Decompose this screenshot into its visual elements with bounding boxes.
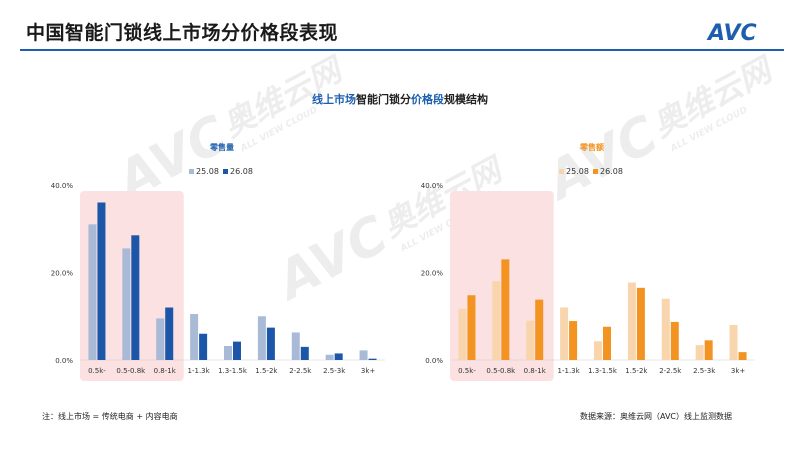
bar — [603, 326, 611, 360]
bar — [636, 287, 645, 360]
subtitle-part-3: 价格段 — [411, 93, 444, 106]
legend-label: 25.08 — [566, 167, 589, 176]
bar — [122, 248, 131, 360]
bar — [97, 202, 106, 360]
subtitle-part-4: 规模结构 — [444, 93, 488, 106]
subtitle-part-2: 智能门锁分 — [356, 93, 411, 106]
x-tick-label: 0.5k- — [458, 367, 476, 375]
svg-text:AVC: AVC — [534, 104, 667, 213]
bar — [131, 235, 140, 360]
x-tick-label: 1.5-2k — [255, 367, 278, 375]
y-tick-label: 20.0% — [51, 270, 74, 278]
bar — [729, 325, 738, 360]
x-tick-label: 1.3-1.5k — [588, 367, 618, 375]
legend-swatch — [593, 169, 598, 174]
legend-label: 26.08 — [600, 167, 623, 176]
bar — [233, 341, 241, 360]
legend-label: 26.08 — [230, 167, 253, 176]
bar — [165, 307, 174, 360]
legend-swatch — [189, 169, 194, 174]
bar — [368, 358, 377, 360]
bar — [704, 340, 713, 360]
bar — [199, 333, 208, 360]
x-tick-label: 2.5-3k — [693, 367, 716, 375]
bar — [359, 350, 368, 360]
y-tick-label: 20.0% — [421, 270, 444, 278]
svg-text:AVC: AVC — [264, 204, 397, 313]
bar — [661, 298, 670, 360]
x-tick-label: 1.5-2k — [625, 367, 648, 375]
x-tick-label: 2-2.5k — [659, 367, 682, 375]
avc-logo: AVC — [706, 21, 757, 46]
legend-swatch — [559, 169, 564, 174]
y-tick-label: 0.0% — [55, 357, 73, 365]
bar — [458, 308, 467, 360]
bar — [291, 332, 300, 360]
bar — [257, 316, 266, 360]
bar — [738, 352, 747, 360]
x-tick-label: 0.5-0.8k — [486, 367, 516, 375]
bar — [224, 346, 232, 360]
bar — [266, 327, 275, 360]
bar — [695, 345, 704, 360]
bar — [569, 321, 578, 360]
x-tick-label: 2.5-3k — [323, 367, 346, 375]
x-tick-label: 1-1.3k — [188, 367, 211, 375]
bar — [627, 282, 636, 360]
subtitle-part-1: 线上市场 — [312, 93, 356, 106]
bar — [156, 318, 165, 360]
y-tick-label: 40.0% — [51, 182, 74, 190]
x-tick-label: 0.8-1k — [154, 367, 177, 375]
y-tick-label: 0.0% — [425, 357, 443, 365]
legend-label: 25.08 — [196, 167, 219, 176]
x-tick-label: 0.8-1k — [524, 367, 547, 375]
bar — [300, 346, 309, 360]
chart-title: 零售额 — [579, 142, 604, 152]
page-title: 中国智能门锁线上市场分价格段表现 — [26, 22, 339, 44]
x-tick-label: 0.5k- — [88, 367, 106, 375]
data-source: 数据来源：奥维云网（AVC）线上监测数据 — [580, 412, 733, 421]
x-tick-label: 3k+ — [361, 367, 376, 375]
bar — [560, 307, 569, 360]
bar — [467, 295, 476, 360]
x-tick-label: 1.3-1.5k — [218, 367, 248, 375]
x-tick-label: 3k+ — [731, 367, 746, 375]
x-tick-label: 1-1.3k — [558, 367, 581, 375]
bar — [526, 320, 535, 360]
bar — [190, 314, 199, 360]
y-tick-label: 40.0% — [421, 182, 444, 190]
bar — [325, 354, 334, 360]
x-tick-label: 0.5-0.8k — [116, 367, 146, 375]
bar — [492, 281, 501, 360]
footnote: 注：线上市场 = 传统电商 + 内容电商 — [42, 412, 178, 421]
legend-swatch — [223, 169, 228, 174]
chart-subtitle: 线上市场智能门锁分价格段规模结构 — [0, 91, 800, 107]
bar — [594, 341, 602, 360]
bar — [501, 259, 510, 360]
title-divider — [20, 49, 784, 51]
bar — [88, 224, 97, 360]
chart-title: 零售量 — [209, 142, 234, 152]
bar — [670, 321, 679, 360]
bar — [535, 299, 544, 360]
logo-text: AVC — [706, 21, 757, 46]
bar — [334, 353, 343, 360]
x-tick-label: 2-2.5k — [289, 367, 312, 375]
